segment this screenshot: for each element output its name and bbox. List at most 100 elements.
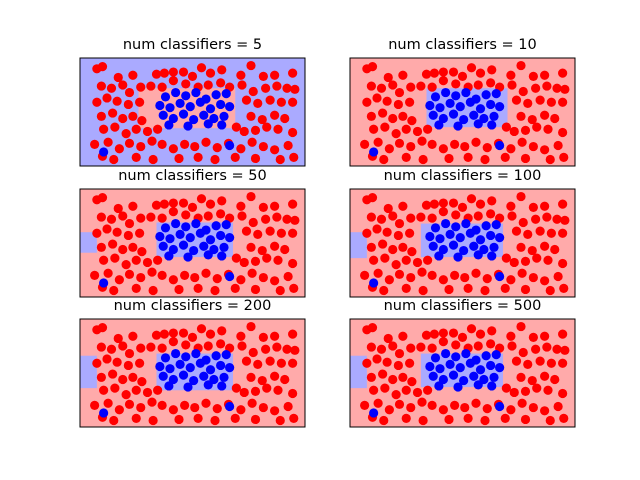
point-blue bbox=[165, 234, 175, 244]
point-red bbox=[540, 201, 550, 211]
point-red bbox=[531, 214, 541, 224]
point-blue bbox=[225, 140, 235, 151]
point-blue bbox=[216, 360, 226, 371]
point-red bbox=[118, 113, 128, 124]
point-blue bbox=[99, 147, 109, 157]
point-red bbox=[482, 404, 492, 414]
point-red bbox=[265, 95, 275, 105]
point-red bbox=[427, 270, 437, 280]
point-red bbox=[412, 257, 423, 268]
axes-frame bbox=[349, 57, 576, 167]
point-red bbox=[417, 267, 427, 277]
point-red bbox=[102, 224, 112, 234]
point-red bbox=[543, 124, 553, 134]
point-blue bbox=[435, 103, 445, 113]
point-blue bbox=[461, 87, 471, 98]
point-red bbox=[427, 82, 437, 92]
point-red bbox=[137, 247, 147, 257]
point-red bbox=[159, 199, 169, 209]
point-blue bbox=[217, 381, 227, 391]
point-red bbox=[282, 344, 292, 354]
point-red bbox=[473, 341, 483, 351]
point-blue bbox=[451, 91, 461, 101]
point-red bbox=[230, 152, 240, 162]
point-blue bbox=[465, 358, 475, 368]
point-red bbox=[239, 387, 249, 398]
point-red bbox=[247, 268, 257, 278]
point-red bbox=[99, 255, 109, 265]
point-blue bbox=[481, 351, 491, 361]
point-red bbox=[438, 207, 448, 217]
point-blue bbox=[473, 250, 483, 260]
point-red bbox=[216, 78, 226, 88]
point-red bbox=[231, 383, 241, 393]
point-red bbox=[157, 139, 167, 149]
point-red bbox=[180, 400, 190, 410]
point-blue bbox=[481, 221, 491, 231]
point-red bbox=[487, 326, 497, 336]
point-red bbox=[118, 80, 128, 90]
point-red bbox=[463, 152, 473, 162]
point-red bbox=[487, 65, 497, 75]
point-blue bbox=[189, 114, 199, 125]
point-red bbox=[146, 81, 156, 91]
point-blue bbox=[491, 220, 501, 230]
point-red bbox=[289, 152, 299, 162]
point-red bbox=[147, 397, 157, 407]
subplot-title: num classifiers = 100 bbox=[384, 168, 542, 184]
point-red bbox=[535, 356, 545, 366]
point-red bbox=[246, 242, 256, 252]
point-blue bbox=[486, 230, 496, 241]
point-red bbox=[552, 83, 562, 93]
point-blue bbox=[441, 87, 451, 98]
point-red bbox=[471, 268, 481, 278]
point-red bbox=[507, 80, 517, 90]
point-red bbox=[110, 383, 120, 393]
point-blue bbox=[164, 381, 174, 391]
point-red bbox=[394, 399, 405, 409]
point-red bbox=[270, 201, 280, 211]
point-red bbox=[124, 399, 135, 409]
point-blue bbox=[191, 87, 201, 98]
point-red bbox=[262, 383, 272, 393]
point-blue bbox=[195, 97, 205, 107]
point-red bbox=[401, 152, 411, 162]
point-red bbox=[543, 255, 553, 265]
point-red bbox=[147, 267, 157, 277]
point-red bbox=[275, 285, 285, 296]
point-red bbox=[131, 385, 141, 395]
point-red bbox=[159, 68, 169, 78]
point-blue bbox=[165, 364, 175, 374]
point-blue bbox=[217, 120, 227, 130]
point-red bbox=[528, 332, 538, 342]
point-red bbox=[102, 93, 112, 103]
point-red bbox=[559, 152, 569, 162]
point-red bbox=[136, 82, 146, 92]
point-blue bbox=[199, 241, 209, 251]
point-blue bbox=[469, 371, 479, 381]
point-blue bbox=[183, 382, 193, 392]
point-blue bbox=[99, 278, 109, 288]
point-red bbox=[423, 124, 433, 134]
point-red bbox=[124, 348, 135, 359]
point-red bbox=[366, 372, 376, 382]
point-blue bbox=[195, 228, 205, 238]
point-red bbox=[290, 215, 300, 225]
point-red bbox=[360, 139, 370, 149]
point-red bbox=[168, 76, 178, 86]
point-red bbox=[394, 269, 405, 279]
point-red bbox=[486, 339, 496, 349]
point-blue bbox=[185, 363, 195, 373]
point-blue bbox=[203, 250, 213, 260]
point-blue bbox=[489, 111, 499, 121]
point-red bbox=[203, 341, 213, 351]
point-red bbox=[96, 372, 106, 382]
point-red bbox=[369, 124, 379, 134]
subplot-1: num classifiers = 5 bbox=[79, 37, 306, 167]
point-red bbox=[535, 95, 545, 105]
point-red bbox=[517, 137, 527, 147]
point-blue bbox=[487, 381, 497, 391]
point-blue bbox=[205, 365, 216, 375]
point-red bbox=[427, 213, 437, 223]
point-red bbox=[457, 202, 468, 212]
